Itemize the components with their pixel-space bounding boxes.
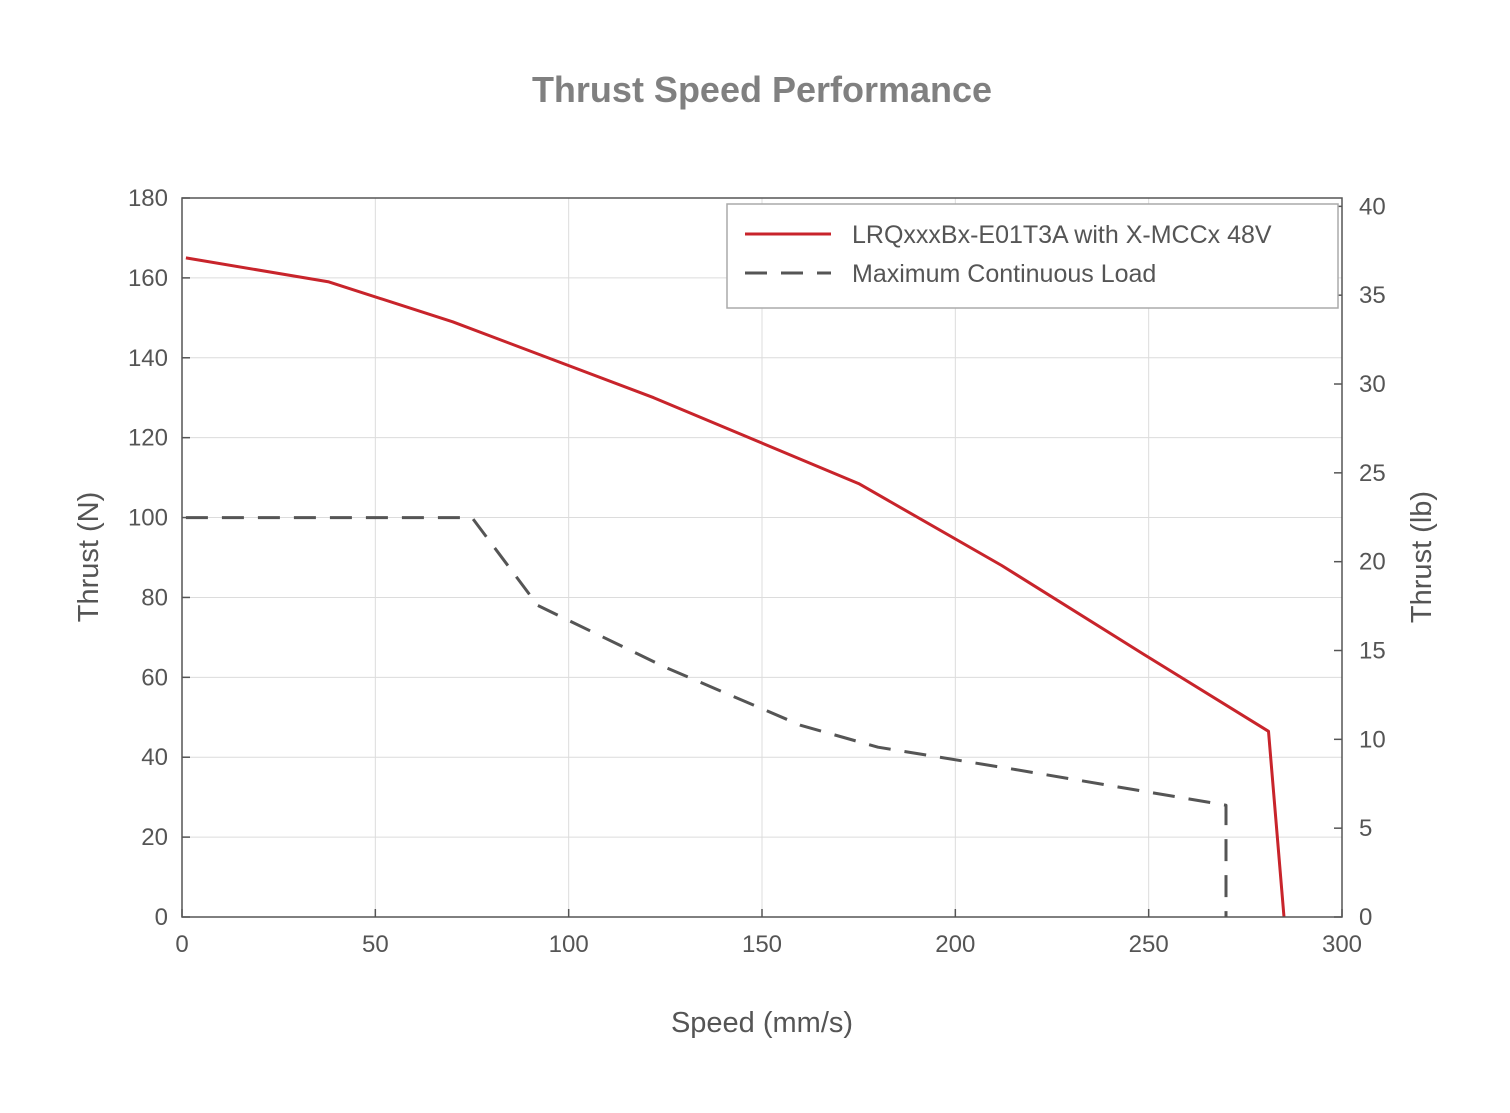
series-layer xyxy=(185,256,1286,918)
chart-title: Thrust Speed Performance xyxy=(532,69,992,110)
x-tick-label-3: 150 xyxy=(742,931,782,958)
legend-label-series-1: LRQxxxBx-E01T3A with X-MCCx 48V xyxy=(852,221,1272,249)
y-tick-label-left-1: 20 xyxy=(141,824,168,851)
y-tick-label-left-2: 40 xyxy=(141,744,168,771)
y-tick-label-right-2: 10 xyxy=(1359,726,1386,753)
y-tick-label-left-0: 0 xyxy=(155,904,168,931)
y-tick-label-left-6: 120 xyxy=(128,425,168,452)
legend-box xyxy=(726,203,1339,309)
y-tick-label-right-4: 20 xyxy=(1359,549,1386,576)
y-axis-label-right: Thrust (lb) xyxy=(1406,491,1438,623)
y-tick-label-right-6: 30 xyxy=(1359,371,1386,398)
legend: LRQxxxBx-E01T3A with X-MCCx 48V Maximum … xyxy=(726,203,1339,309)
y-tick-label-right-3: 15 xyxy=(1359,638,1386,665)
y-tick-label-left-3: 60 xyxy=(141,664,168,691)
y-tick-label-right-8: 40 xyxy=(1359,193,1386,220)
x-tick-label-4: 200 xyxy=(935,931,975,958)
y-tick-label-right-1: 5 xyxy=(1359,815,1372,842)
y-tick-label-right-0: 0 xyxy=(1359,904,1372,931)
x-tick-label-2: 100 xyxy=(549,931,589,958)
y-axis-label-left: Thrust (N) xyxy=(73,492,105,623)
series-line-2 xyxy=(185,516,1228,917)
axis-ticks: 0 50 100 150 200 250 3000204060801001201401601… xyxy=(128,185,1386,958)
series-line-1 xyxy=(185,256,1286,918)
y-tick-label-right-5: 25 xyxy=(1359,460,1386,487)
y-tick-label-left-9: 180 xyxy=(128,185,168,212)
x-tick-label-1: 50 xyxy=(362,931,389,958)
x-tick-label-0: 0 xyxy=(175,931,188,958)
x-axis-label: Speed (mm/s) xyxy=(671,1007,853,1039)
y-tick-label-left-5: 100 xyxy=(128,505,168,532)
y-tick-label-left-4: 80 xyxy=(141,584,168,611)
y-tick-label-left-8: 160 xyxy=(128,265,168,292)
x-tick-label-6: 300 xyxy=(1322,931,1362,958)
y-tick-label-left-7: 140 xyxy=(128,345,168,372)
legend-label-series-2: Maximum Continuous Load xyxy=(852,260,1156,288)
x-tick-label-5: 250 xyxy=(1129,931,1169,958)
y-tick-label-right-7: 35 xyxy=(1359,282,1386,309)
